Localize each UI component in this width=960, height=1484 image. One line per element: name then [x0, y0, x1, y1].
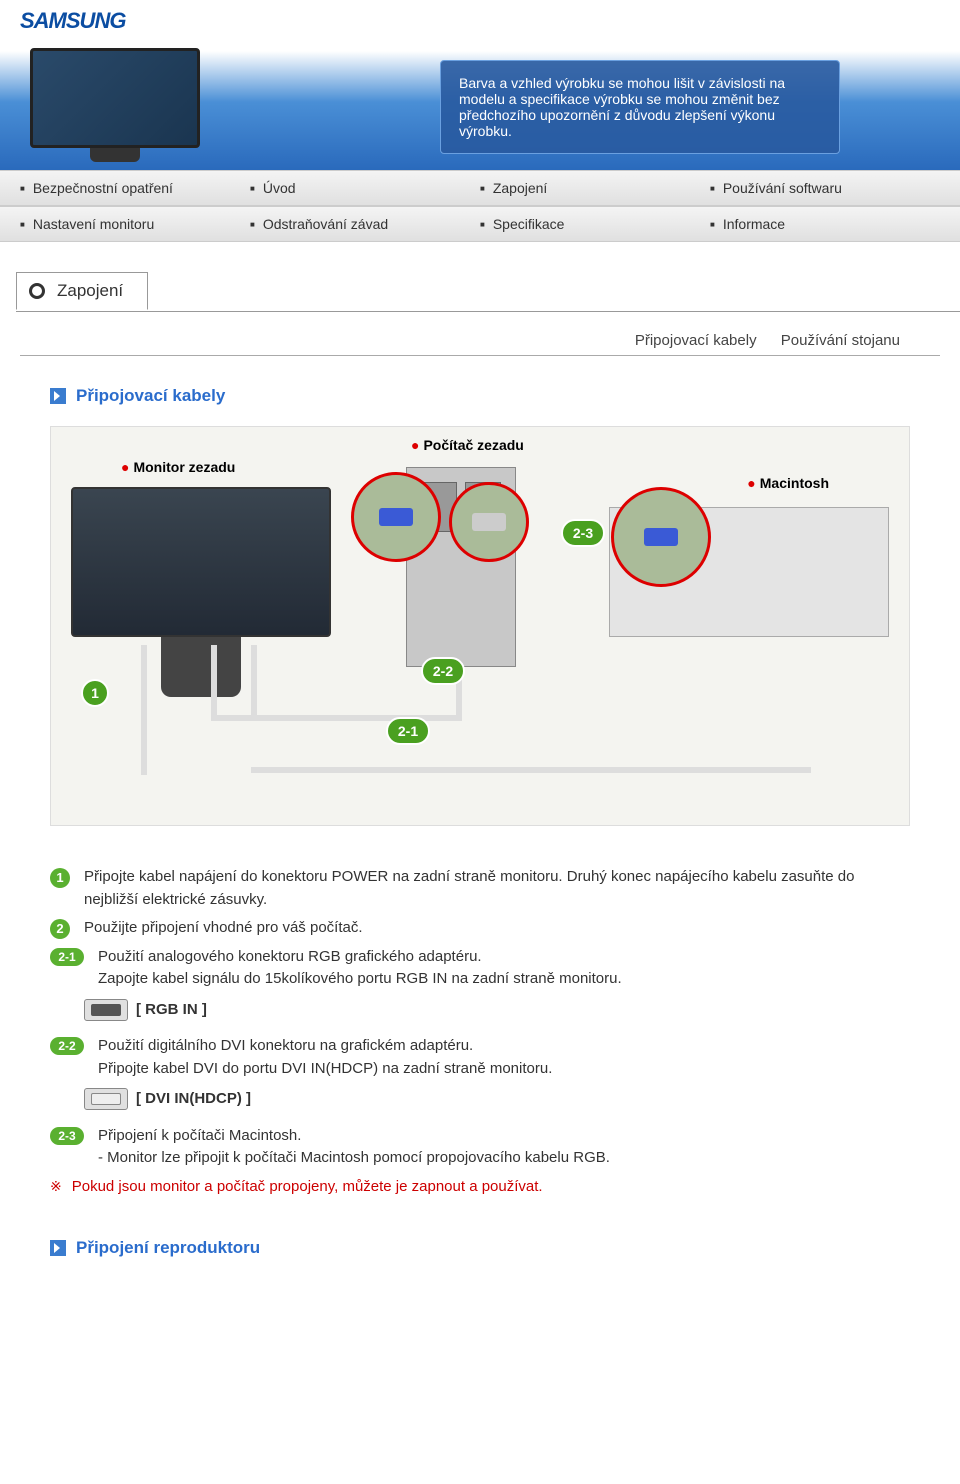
step-num-2-1: 2-1: [50, 948, 84, 966]
nav-row-1: Bezpečnostní opatření Úvod Zapojení Použ…: [0, 170, 960, 206]
hero-monitor-image: [30, 48, 200, 158]
section-tab-bar: Zapojení: [16, 272, 960, 312]
note-text: Pokud jsou monitor a počítač propojeny, …: [72, 1176, 910, 1199]
cable-diagram: Monitor zezadu Počítač zezadu Macintosh …: [50, 426, 910, 826]
step-num-2: 2: [50, 919, 70, 939]
subnav-stand[interactable]: Používání stojanu: [781, 332, 900, 349]
step-text-2-1: Použití analogového konektoru RGB grafic…: [98, 946, 910, 991]
nav-specs[interactable]: Specifikace: [480, 216, 710, 232]
nav-intro[interactable]: Úvod: [250, 180, 480, 196]
nav-settings[interactable]: Nastavení monitoru: [20, 216, 250, 232]
step-num-1: 1: [50, 868, 70, 888]
arrow-icon-2: [50, 1240, 66, 1256]
badge-2-3: 2-3: [561, 519, 605, 547]
label-macintosh: Macintosh: [747, 475, 829, 491]
section-tab-label: Zapojení: [57, 281, 123, 301]
rgb-port-icon: [84, 999, 128, 1021]
step-text-2: Použijte připojení vhodné pro váš počíta…: [84, 917, 910, 940]
nav-safety[interactable]: Bezpečnostní opatření: [20, 180, 250, 196]
step-text-2-2: Použití digitálního DVI konektoru na gra…: [98, 1035, 910, 1080]
section-title-speaker: Připojení reproduktoru: [76, 1238, 260, 1258]
diagram-monitor-stand: [161, 637, 241, 697]
page-header: SAMSUNG Barva a vzhled výrobku se mohou …: [0, 0, 960, 170]
note-icon: ※: [50, 1176, 62, 1197]
arrow-icon: [50, 388, 66, 404]
dvi-port-icon: [84, 1088, 128, 1110]
nav-info[interactable]: Informace: [710, 216, 940, 232]
tab-circle-icon: [29, 283, 45, 299]
instructions: 1 Připojte kabel napájení do konektoru P…: [50, 866, 910, 1198]
nav-software[interactable]: Používání softwaru: [710, 180, 940, 196]
brand-logo: SAMSUNG: [20, 8, 125, 34]
nav-row-2: Nastavení monitoru Odstraňování závad Sp…: [0, 206, 960, 242]
badge-2-2: 2-2: [421, 657, 465, 685]
step-num-2-2: 2-2: [50, 1037, 84, 1055]
nav-troubleshoot[interactable]: Odstraňování závad: [250, 216, 480, 232]
rgb-port-label: [ RGB IN ]: [136, 999, 207, 1022]
badge-2-1: 2-1: [386, 717, 430, 745]
step-text-2-3: Připojení k počítači Macintosh. - Monito…: [98, 1125, 910, 1170]
subnav-cables[interactable]: Připojovací kabely: [635, 332, 757, 349]
bubble-vga-3: [611, 487, 711, 587]
diagram-monitor: [71, 487, 331, 637]
badge-1: 1: [81, 679, 109, 707]
section-title-cables: Připojovací kabely: [76, 386, 225, 406]
sub-nav: Připojovací kabely Používání stojanu: [20, 312, 940, 356]
bubble-vga-2: [449, 482, 529, 562]
nav-connect[interactable]: Zapojení: [480, 180, 710, 196]
step-text-1: Připojte kabel napájení do konektoru POW…: [84, 866, 910, 911]
label-monitor-back: Monitor zezadu: [121, 459, 235, 475]
label-pc-back: Počítač zezadu: [411, 437, 524, 453]
hero-callout: Barva a vzhled výrobku se mohou lišit v …: [440, 60, 840, 154]
dvi-port-label: [ DVI IN(HDCP) ]: [136, 1088, 251, 1111]
step-num-2-3: 2-3: [50, 1127, 84, 1145]
bubble-vga-1: [351, 472, 441, 562]
